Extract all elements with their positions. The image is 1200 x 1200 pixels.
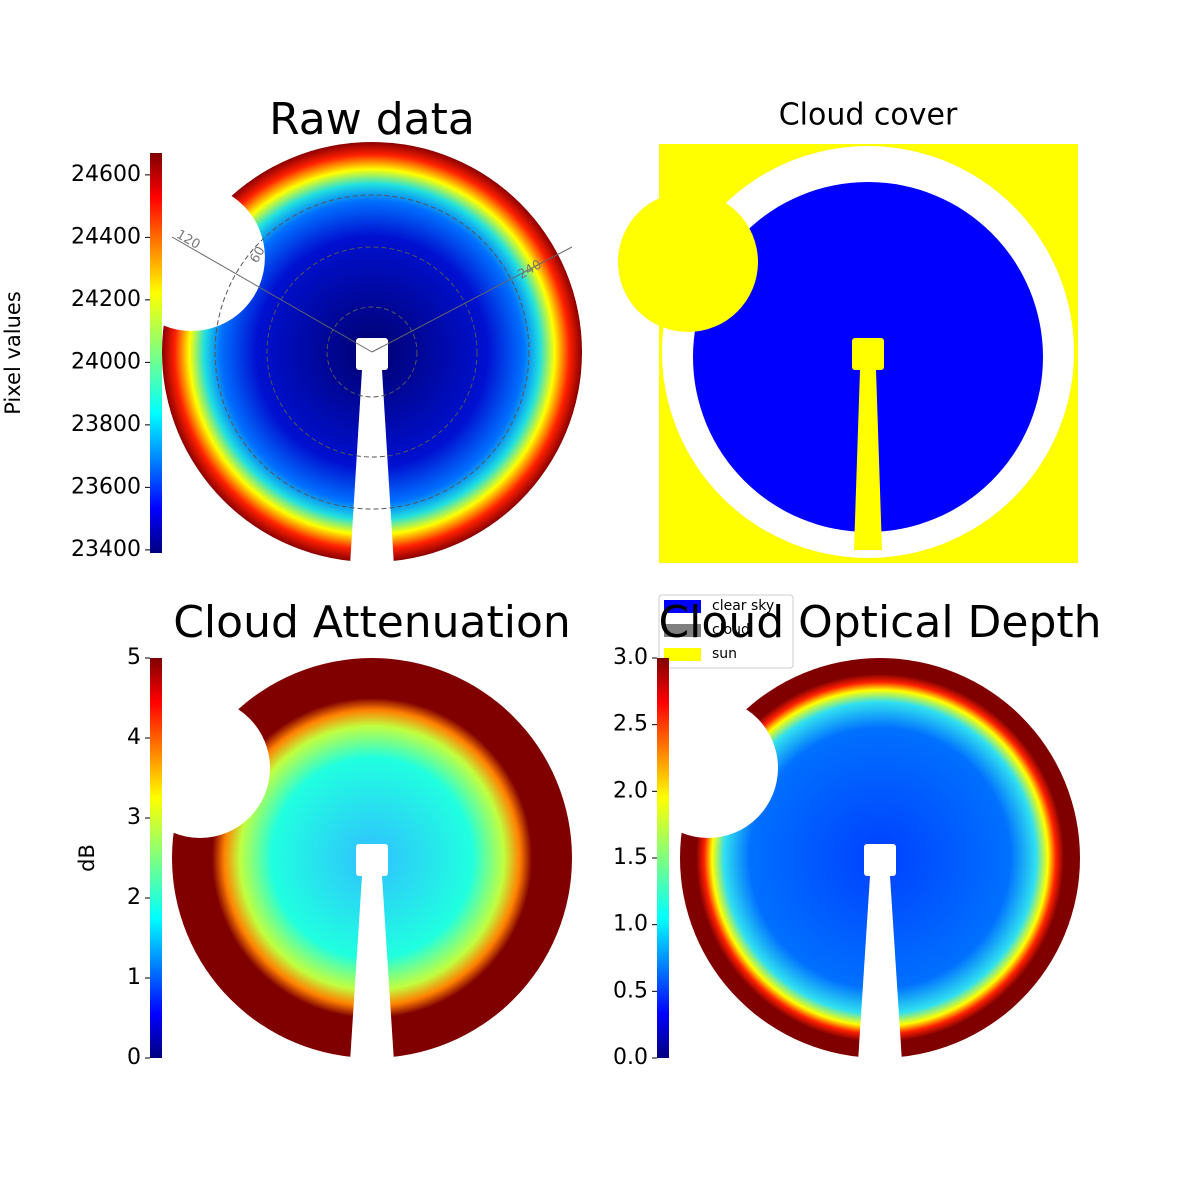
colorbar-tick-label: 24200 [71, 287, 141, 312]
panel-title: Cloud Attenuation [173, 597, 571, 648]
legend-swatch [664, 600, 701, 613]
azimuth-line [171, 236, 373, 353]
azimuth-line [371, 246, 573, 353]
panel-title: Raw data [269, 94, 475, 145]
sensor-mask [356, 338, 388, 370]
colorbar-tick-label: 0.5 [613, 978, 648, 1003]
colorbar-tick-label: 0.0 [613, 1045, 648, 1070]
legend-label: sun [712, 646, 737, 662]
colorbar-tick-label: 24600 [71, 162, 141, 187]
colorbar-tick-label: 4 [127, 725, 141, 750]
horizon-mask [618, 192, 758, 332]
colorbar-label: Pixel values [1, 291, 25, 415]
polar-ring [326, 306, 418, 398]
colorbar-tick-label: 24400 [71, 224, 141, 249]
colorbar-tick-label: 5 [127, 645, 141, 670]
colorbar [150, 153, 162, 553]
colorbar-tick-label: 1.5 [613, 845, 648, 870]
colorbar-label: dB [75, 844, 99, 872]
polar-label: 60 [247, 244, 268, 266]
colorbar-tick-label: 3.0 [613, 645, 648, 670]
shadow-band-mask [350, 370, 394, 566]
sun-band [854, 370, 882, 550]
legend-label: clear sky [712, 598, 774, 614]
colorbar-tick-label: 2.5 [613, 712, 648, 737]
colorbar-tick-label: 23600 [71, 474, 141, 499]
polar-ring [266, 246, 478, 458]
shadow-band-mask [858, 876, 902, 1062]
sensor-mask [356, 844, 388, 876]
colorbar-tick-label: 3 [127, 805, 141, 830]
legend-label: cloud [712, 622, 750, 638]
sensor-mask [864, 844, 896, 876]
panel-title: Cloud Optical Depth [658, 597, 1101, 648]
horizon-mask [638, 698, 778, 838]
shadow-band-mask [350, 876, 394, 1062]
colorbar-tick-label: 1 [127, 965, 141, 990]
colorbar-tick-label: 23400 [71, 537, 141, 562]
polar-grid [171, 194, 573, 510]
legend: clear sky cloud sun [658, 594, 794, 669]
colorbar-tick-label: 24000 [71, 349, 141, 374]
colorbar-tick-label: 0 [127, 1045, 141, 1070]
colorbar [150, 658, 162, 1058]
legend-swatch [664, 624, 701, 637]
colorbar [657, 658, 669, 1058]
polar-ring [214, 194, 530, 510]
colorbar-tick-label: 2 [127, 885, 141, 910]
colorbar-tick-label: 1.0 [613, 912, 648, 937]
panel-title: Cloud cover [779, 98, 958, 133]
horizon-mask [130, 698, 270, 838]
legend-swatch [664, 648, 701, 661]
colorbar-tick-label: 23800 [71, 412, 141, 437]
colorbar-tick-label: 2.0 [613, 778, 648, 803]
sun-sensor [852, 338, 884, 370]
